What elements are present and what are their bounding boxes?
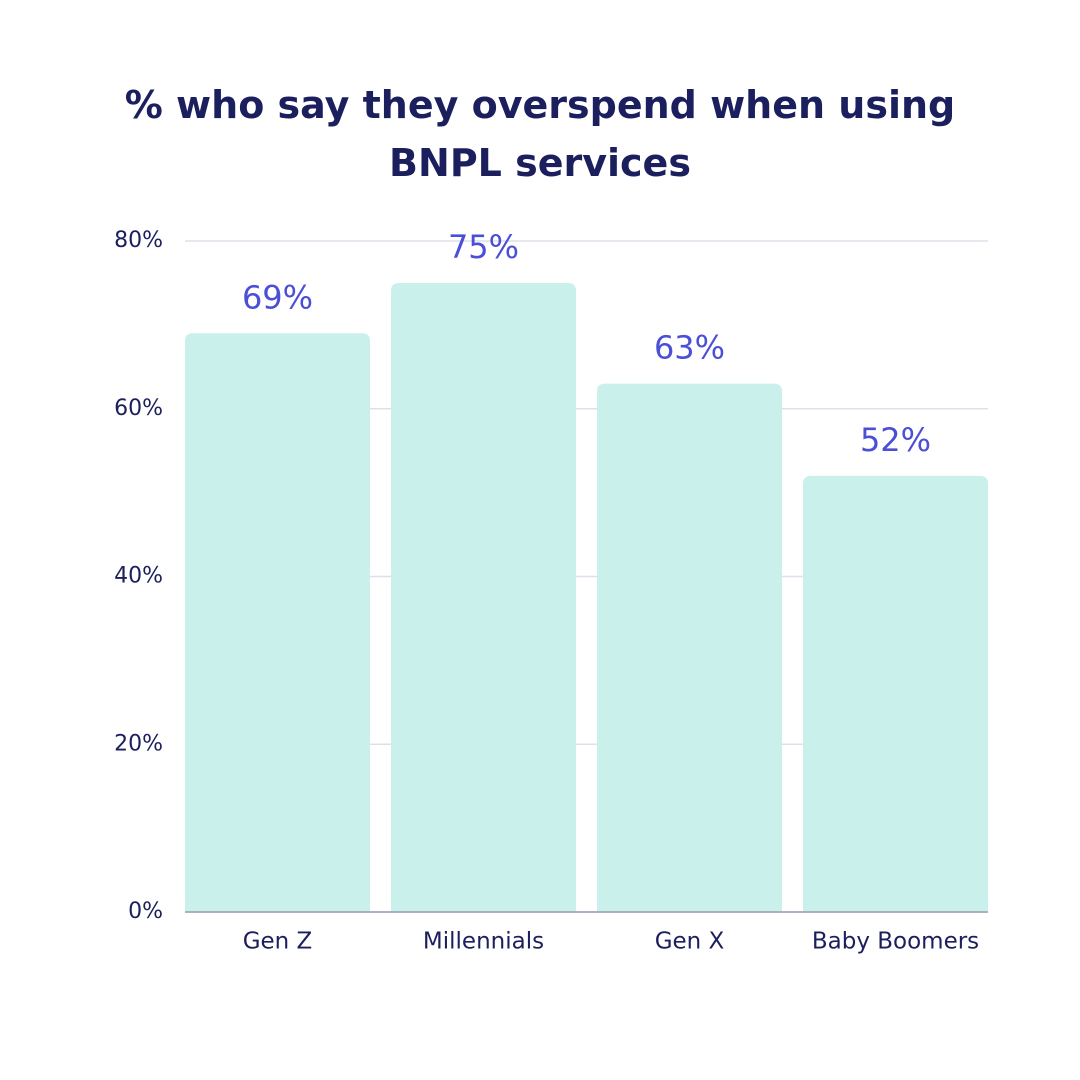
- y-tick-label: 0%: [128, 899, 163, 924]
- bar: [185, 333, 370, 912]
- y-tick-label: 60%: [114, 396, 163, 421]
- bar: [391, 282, 576, 912]
- bar: [803, 475, 988, 912]
- value-label: 52%: [860, 421, 931, 459]
- x-tick-label: Baby Boomers: [812, 929, 979, 955]
- y-tick-label: 20%: [114, 731, 163, 756]
- chart-title: % who say they overspend when using BNPL…: [124, 83, 956, 185]
- y-tick-label: 40%: [114, 564, 163, 589]
- value-label: 69%: [242, 278, 313, 316]
- x-tick-label: Gen Z: [243, 929, 313, 955]
- value-label: 63%: [654, 329, 725, 367]
- x-tick-label: Gen X: [655, 929, 725, 955]
- value-label: 75%: [448, 228, 519, 266]
- bar: [597, 383, 782, 912]
- y-tick-label: 80%: [114, 228, 163, 253]
- x-tick-label: Millennials: [423, 929, 544, 955]
